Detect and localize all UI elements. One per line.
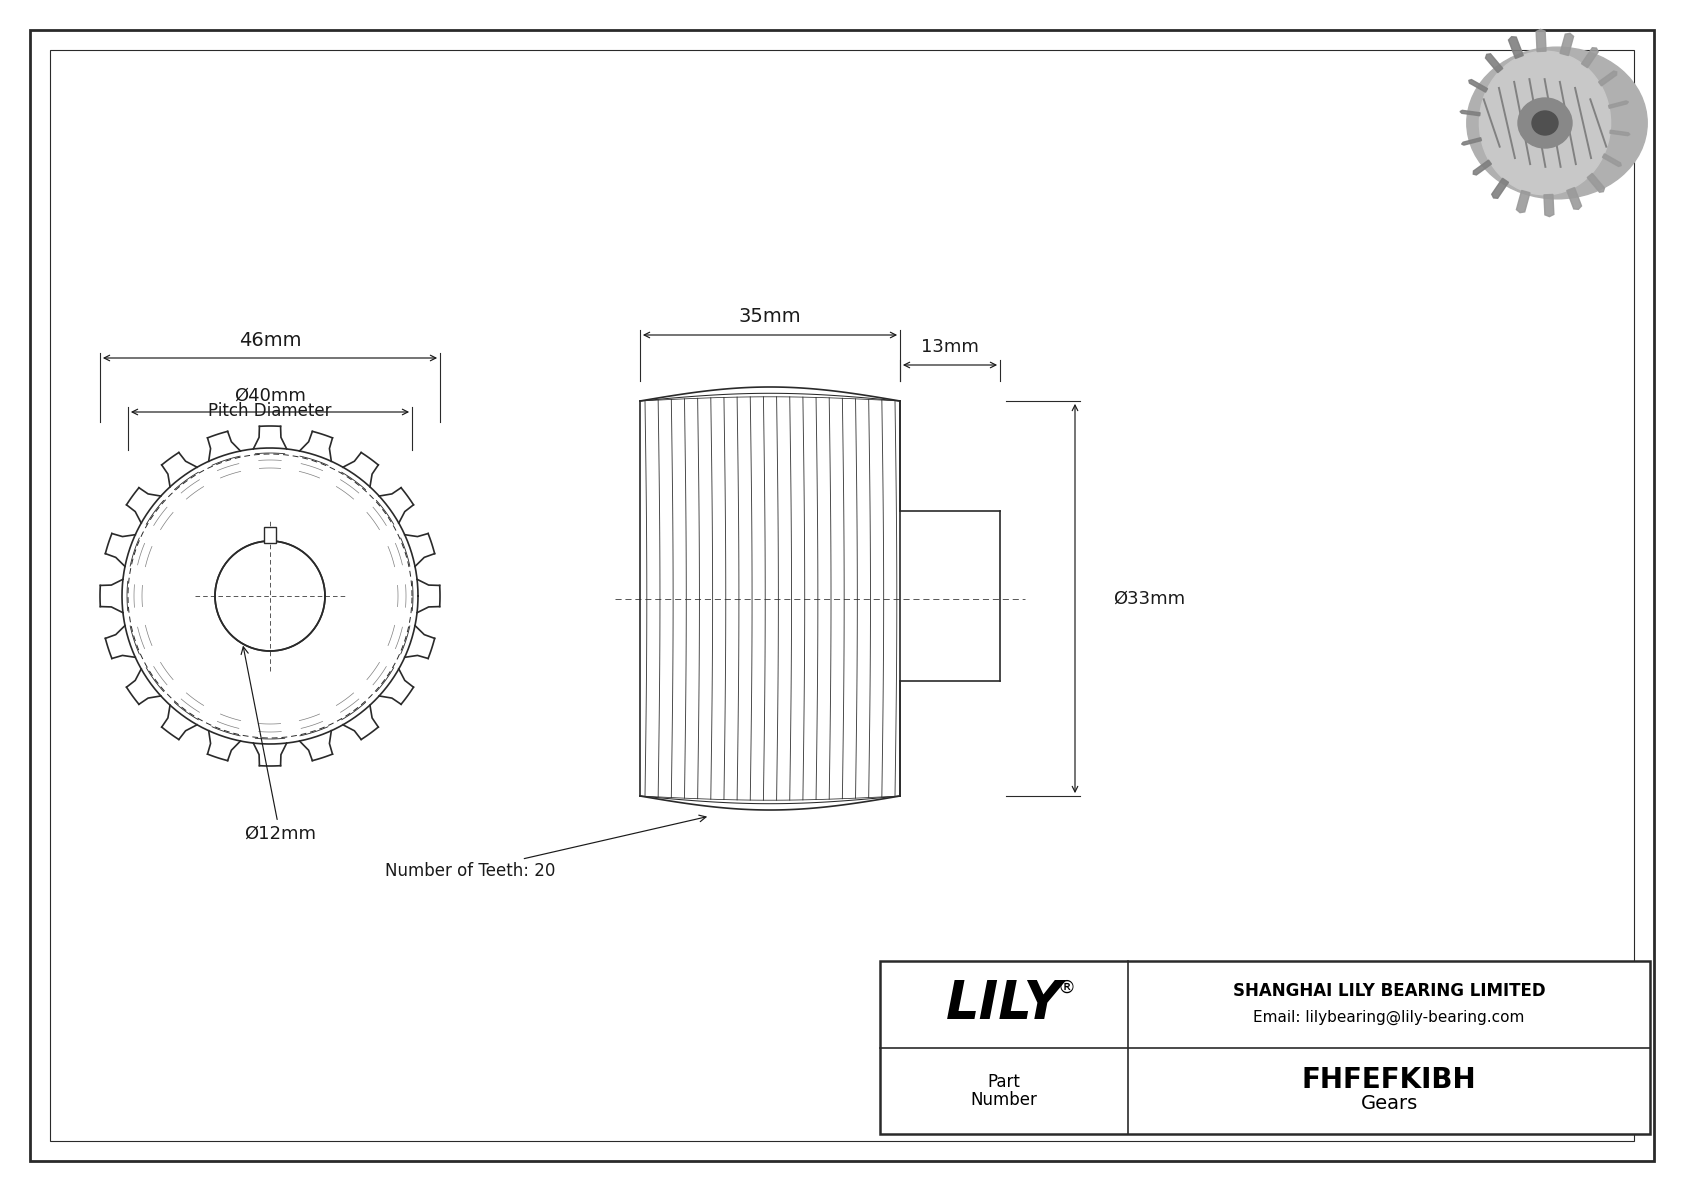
Text: 13mm: 13mm [921, 338, 978, 356]
FancyArrow shape [1536, 30, 1546, 51]
FancyArrow shape [1544, 194, 1554, 217]
Text: Email: lilybearing@lily-bearing.com: Email: lilybearing@lily-bearing.com [1253, 1010, 1524, 1024]
FancyArrow shape [1608, 101, 1628, 108]
Text: Gears: Gears [1361, 1095, 1418, 1114]
FancyArrow shape [1610, 130, 1630, 136]
Bar [881, 961, 1650, 1134]
FancyArrow shape [1603, 154, 1622, 167]
FancyArrow shape [1598, 71, 1617, 86]
Text: Ø12mm: Ø12mm [241, 647, 317, 843]
Text: Number of Teeth: 20: Number of Teeth: 20 [386, 815, 706, 880]
Ellipse shape [1517, 98, 1571, 148]
FancyArrow shape [1566, 187, 1581, 210]
Ellipse shape [1480, 51, 1610, 195]
FancyArrow shape [1516, 191, 1531, 213]
FancyArrow shape [1462, 138, 1482, 145]
Text: Ø40mm: Ø40mm [234, 387, 306, 405]
Text: Number: Number [970, 1091, 1037, 1109]
Text: Part: Part [987, 1073, 1021, 1091]
Text: 46mm: 46mm [239, 330, 301, 349]
Bar [264, 526, 276, 543]
Text: LILY: LILY [945, 978, 1063, 1030]
Text: SHANGHAI LILY BEARING LIMITED: SHANGHAI LILY BEARING LIMITED [1233, 983, 1546, 1000]
FancyArrow shape [1485, 54, 1502, 73]
FancyArrow shape [1468, 80, 1487, 92]
FancyArrow shape [1581, 48, 1598, 68]
FancyArrow shape [1474, 160, 1492, 175]
Ellipse shape [1467, 48, 1647, 199]
FancyArrow shape [1492, 179, 1509, 198]
FancyArrow shape [1588, 174, 1605, 192]
Text: Ø33mm: Ø33mm [1113, 590, 1186, 607]
Text: 35mm: 35mm [739, 307, 802, 326]
FancyArrow shape [1559, 33, 1573, 56]
Ellipse shape [1532, 111, 1558, 135]
FancyArrow shape [1509, 37, 1524, 58]
Text: Pitch Diameter: Pitch Diameter [209, 403, 332, 420]
Text: FHFEFKIBH: FHFEFKIBH [1302, 1066, 1477, 1093]
FancyArrow shape [1460, 111, 1480, 116]
Text: ®: ® [1058, 978, 1074, 996]
